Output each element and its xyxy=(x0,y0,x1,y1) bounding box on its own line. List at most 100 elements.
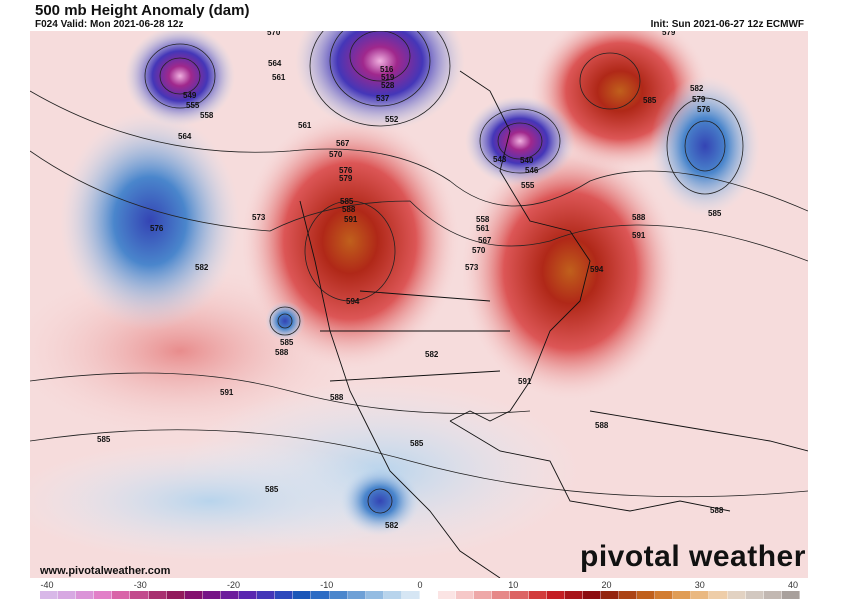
colorbar-tick: -20 xyxy=(226,580,241,590)
coastlines xyxy=(299,70,808,578)
contour-label: 588 xyxy=(595,421,609,430)
colorbar-swatch xyxy=(112,591,131,599)
colorbar-swatch xyxy=(239,591,258,599)
contour-label: 585 xyxy=(340,197,354,206)
colorbar-swatch xyxy=(546,591,565,599)
colorbar xyxy=(40,591,800,599)
contour-lines xyxy=(30,31,808,514)
colorbar-swatch xyxy=(347,591,366,599)
contour-label: 582 xyxy=(425,350,439,359)
contour-label: 582 xyxy=(385,521,399,530)
colorbar-swatch xyxy=(456,591,475,599)
colorbar-swatch xyxy=(365,591,384,599)
contour-label: 588 xyxy=(342,205,356,214)
contour-label: 579 xyxy=(339,174,353,183)
contour-label: 528 xyxy=(381,81,395,90)
colorbar-swatch xyxy=(401,591,420,599)
colorbar-swatch xyxy=(438,591,457,599)
colorbar-swatch xyxy=(383,591,402,599)
colorbar-swatch xyxy=(202,591,221,599)
contour-label: 585 xyxy=(410,439,424,448)
colorbar-swatch xyxy=(474,591,493,599)
contour-label: 552 xyxy=(385,115,399,124)
contour-label: 576 xyxy=(150,224,164,233)
contour-label: 591 xyxy=(632,231,646,240)
colorbar-swatch xyxy=(148,591,167,599)
colorbar-swatch xyxy=(166,591,185,599)
contour-label: 585 xyxy=(708,209,722,218)
init-time: Init: Sun 2021-06-27 12z ECMWF xyxy=(650,19,804,30)
contour-label: 570 xyxy=(472,246,486,255)
contour-label: 564 xyxy=(268,59,282,68)
colorbar-swatch xyxy=(564,591,583,599)
contour-label: 537 xyxy=(376,94,390,103)
contour-label: 570 xyxy=(329,150,343,159)
contour-label: 594 xyxy=(590,265,604,274)
contour-label: 585 xyxy=(280,338,294,347)
contour-label: 567 xyxy=(336,139,350,148)
contour-label: 576 xyxy=(339,166,353,175)
colorbar-swatch xyxy=(257,591,276,599)
contour-label: 585 xyxy=(643,96,657,105)
colorbar-swatch xyxy=(58,591,77,599)
colorbar-swatch xyxy=(763,591,782,599)
contour-label: 588 xyxy=(710,506,724,515)
contour-label: 567 xyxy=(478,236,492,245)
colorbar-swatch xyxy=(329,591,348,599)
colorbar-tick: 20 xyxy=(601,580,612,590)
contour-label: 558 xyxy=(476,215,490,224)
colorbar-swatch xyxy=(184,591,203,599)
map-title: 500 mb Height Anomaly (dam) xyxy=(35,2,250,19)
colorbar-swatch xyxy=(781,591,800,599)
colorbar-swatch xyxy=(691,591,710,599)
colorbar-tick: 40 xyxy=(787,580,799,590)
colorbar-swatch xyxy=(220,591,240,599)
colorbar-swatch xyxy=(293,591,312,599)
colorbar-swatch xyxy=(76,591,95,599)
contour-label: 555 xyxy=(521,181,535,190)
contour-label: 585 xyxy=(97,435,111,444)
contour-label: 588 xyxy=(632,213,646,222)
colorbar-swatch xyxy=(492,591,511,599)
contour-label: 546 xyxy=(525,166,539,175)
colorbar-tick: -10 xyxy=(320,580,334,590)
contour-label: 540 xyxy=(520,156,534,165)
colorbar-tick: 30 xyxy=(694,580,705,590)
colorbar-tick: -40 xyxy=(40,580,54,590)
colorbar-swatch xyxy=(311,591,330,599)
colorbar-swatch xyxy=(94,591,113,599)
contour-label: 555 xyxy=(186,101,200,110)
height-anomaly-map[interactable]: 5495555585645705645615165195285375615525… xyxy=(30,31,808,578)
contour-label: 591 xyxy=(518,377,532,386)
contour-labels: 5495555585645705645615165195285375615525… xyxy=(97,31,724,530)
colorbar-ticks: -40 -30 -20 -10 0 10 20 30 40 xyxy=(0,580,850,592)
contour-label: 519 xyxy=(381,73,395,82)
contour-label: 561 xyxy=(476,224,490,233)
contour-label: 582 xyxy=(195,263,209,272)
colorbar-swatch xyxy=(528,591,547,599)
contour-label: 588 xyxy=(330,393,344,402)
pivotal-weather-logo: pivotal weather xyxy=(580,540,806,573)
contour-label: 561 xyxy=(298,121,312,130)
colorbar-swatch xyxy=(600,591,619,599)
colorbar-swatch xyxy=(673,591,692,599)
contour-label: 588 xyxy=(275,348,289,357)
colorbar-swatch xyxy=(637,591,656,599)
contour-label: 591 xyxy=(220,388,234,397)
colorbar-swatch xyxy=(130,591,149,599)
colorbar-swatch xyxy=(709,591,728,599)
contour-label: 564 xyxy=(178,132,192,141)
colorbar-swatch xyxy=(655,591,674,599)
colorbar-swatch xyxy=(727,591,746,599)
contour-label: 579 xyxy=(692,95,706,104)
website-link[interactable]: www.pivotalweather.com xyxy=(40,565,171,577)
contour-label: 591 xyxy=(344,215,358,224)
colorbar-tick: 10 xyxy=(508,580,519,590)
contour-label: 570 xyxy=(267,31,281,37)
colorbar-tick: -30 xyxy=(133,580,147,590)
contour-label: 573 xyxy=(465,263,479,272)
contour-label: 549 xyxy=(183,91,197,100)
colorbar-swatch xyxy=(510,591,529,599)
contour-label: 594 xyxy=(346,297,360,306)
contour-label: 585 xyxy=(265,485,279,494)
